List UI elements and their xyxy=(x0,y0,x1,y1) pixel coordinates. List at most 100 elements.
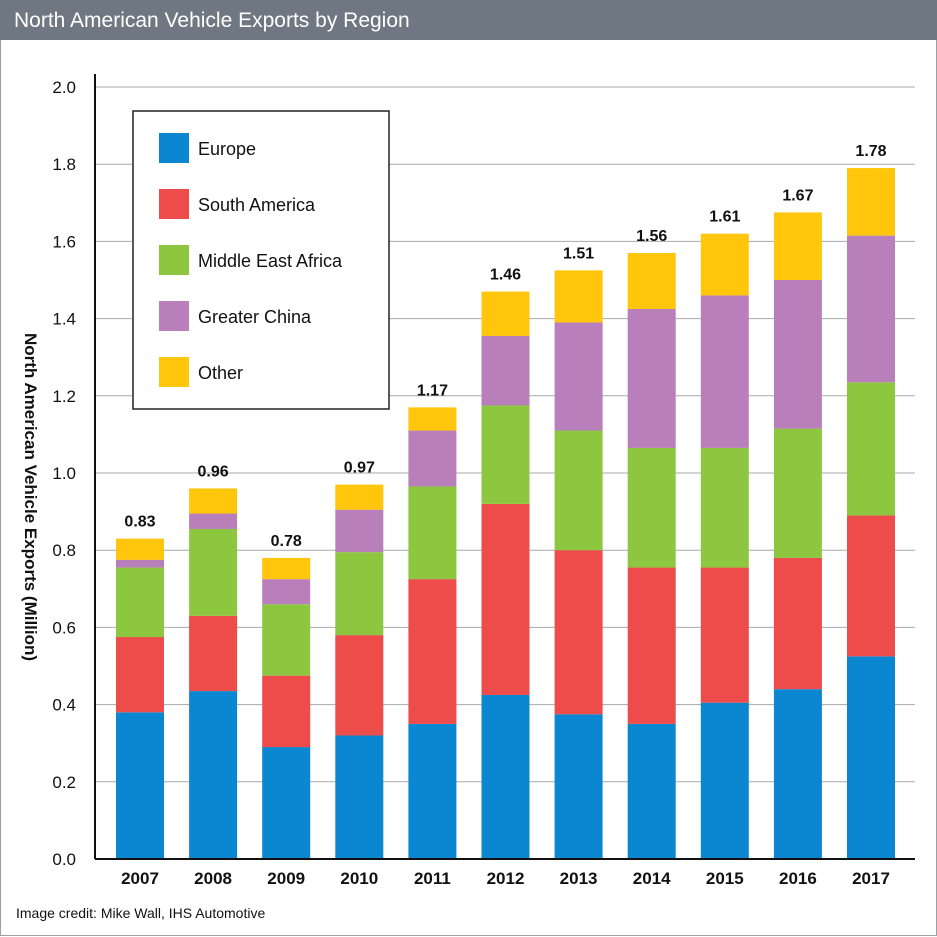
bar-greater-china-2012 xyxy=(481,335,530,406)
bar-other-2009 xyxy=(262,557,311,580)
bar-middle-east-africa-2007 xyxy=(116,567,164,638)
bar-europe-2016 xyxy=(773,689,822,859)
y-tick-label: 1.6 xyxy=(52,232,76,251)
legend-label: Greater China xyxy=(198,307,312,327)
total-label: 1.61 xyxy=(709,209,740,226)
bar-greater-china-2009 xyxy=(262,579,311,605)
bar-greater-china-2014 xyxy=(627,308,676,448)
bar-south-america-2013 xyxy=(554,550,603,715)
legend-label: Europe xyxy=(198,139,256,159)
bar-middle-east-africa-2009 xyxy=(262,604,311,676)
bar-south-america-2009 xyxy=(262,675,311,748)
y-tick-label: 1.8 xyxy=(52,155,76,174)
bar-greater-china-2010 xyxy=(335,509,384,553)
bar-europe-2011 xyxy=(408,723,457,859)
legend: Europe South America Middle East Africa Gre… xyxy=(132,110,390,410)
x-tick-label: 2008 xyxy=(194,869,232,888)
bar-south-america-2007 xyxy=(116,637,164,713)
bar-europe-2015 xyxy=(700,702,749,859)
bar-europe-2007 xyxy=(116,712,164,859)
chart-title: North American Vehicle Exports by Region xyxy=(14,9,410,32)
title-bar: North American Vehicle Exports by Region xyxy=(0,0,937,40)
bar-south-america-2008 xyxy=(189,615,238,692)
total-label: 1.78 xyxy=(855,143,886,160)
total-label: 1.67 xyxy=(782,187,813,204)
bar-middle-east-africa-2015 xyxy=(700,447,749,568)
bar-greater-china-2016 xyxy=(773,280,822,429)
bar-middle-east-africa-2017 xyxy=(847,382,895,516)
bar-greater-china-2011 xyxy=(408,430,457,487)
bar-greater-china-2015 xyxy=(700,295,749,448)
bar-middle-east-africa-2014 xyxy=(627,447,676,568)
bar-other-2016 xyxy=(773,212,822,280)
bar-greater-china-2013 xyxy=(554,322,603,431)
bar-europe-2008 xyxy=(189,691,238,859)
legend-label: Other xyxy=(198,363,243,383)
bar-south-america-2017 xyxy=(847,515,895,657)
bar-other-2010 xyxy=(335,484,384,510)
legend-swatch-greater-china xyxy=(159,301,189,331)
bar-south-america-2011 xyxy=(408,579,457,724)
bar-other-2008 xyxy=(189,488,238,514)
bar-south-america-2010 xyxy=(335,635,384,736)
x-tick-labels: 2007 2008 2009 2010 2011 2012 2013 2014 2015 2016… xyxy=(121,869,890,888)
bar-middle-east-africa-2012 xyxy=(481,405,530,504)
total-label: 1.46 xyxy=(490,267,521,284)
bar-europe-2013 xyxy=(554,714,603,859)
x-tick-label: 2009 xyxy=(267,869,305,888)
bar-other-2012 xyxy=(481,291,530,336)
legend-swatch-south-america xyxy=(159,189,189,219)
y-tick-label: 0.4 xyxy=(52,696,76,715)
bar-europe-2012 xyxy=(481,694,530,859)
bar-greater-china-2008 xyxy=(189,513,238,529)
bar-other-2013 xyxy=(554,270,603,323)
x-tick-label: 2011 xyxy=(414,869,451,888)
total-labels: 0.83 0.96 0.78 0.97 1.17 1.46 1.51 1.56 1.61 1.67… xyxy=(124,143,886,550)
bar-greater-china-2017 xyxy=(847,235,895,383)
bar-other-2015 xyxy=(700,233,749,296)
x-tick-label: 2015 xyxy=(706,869,744,888)
bar-other-2007 xyxy=(116,538,164,560)
total-label: 0.78 xyxy=(271,533,302,550)
y-axis-title: North American Vehicle Exports (Million) xyxy=(21,333,40,661)
bar-middle-east-africa-2011 xyxy=(408,486,457,580)
bar-south-america-2015 xyxy=(700,567,749,703)
x-tick-label: 2016 xyxy=(779,869,817,888)
y-tick-label: 2.0 xyxy=(52,78,76,97)
x-tick-label: 2017 xyxy=(852,869,890,888)
x-tick-label: 2007 xyxy=(121,869,159,888)
bar-europe-2009 xyxy=(262,747,311,859)
bar-europe-2017 xyxy=(847,656,895,859)
x-tick-label: 2013 xyxy=(560,869,598,888)
y-tick-label: 0.0 xyxy=(52,850,76,869)
x-tick-label: 2012 xyxy=(487,869,525,888)
y-tick-label: 1.2 xyxy=(52,387,76,406)
total-label: 1.56 xyxy=(636,228,667,245)
total-label: 0.97 xyxy=(344,460,375,477)
y-tick-label: 0.2 xyxy=(52,773,76,792)
legend-swatch-europe xyxy=(159,133,189,163)
legend-swatch-other xyxy=(159,357,189,387)
y-tick-label: 0.6 xyxy=(52,618,76,637)
bar-south-america-2016 xyxy=(773,557,822,690)
bar-middle-east-africa-2016 xyxy=(773,428,822,558)
y-tick-label: 1.0 xyxy=(52,464,76,483)
image-credit: Image credit: Mike Wall, IHS Automotive xyxy=(16,905,266,921)
bar-other-2017 xyxy=(847,168,895,236)
total-label: 1.17 xyxy=(417,382,448,399)
bar-middle-east-africa-2008 xyxy=(189,528,238,616)
axes xyxy=(94,74,915,860)
total-label: 0.83 xyxy=(124,514,155,531)
y-tick-labels: 0.0 0.2 0.4 0.6 0.8 1.0 1.2 1.4 1.6 1.8 2.0 xyxy=(52,78,76,869)
x-tick-label: 2014 xyxy=(633,869,671,888)
x-tick-label: 2010 xyxy=(340,869,378,888)
y-tick-label: 0.8 xyxy=(52,541,76,560)
bar-middle-east-africa-2013 xyxy=(554,430,603,551)
bar-europe-2010 xyxy=(335,735,384,859)
bar-south-america-2012 xyxy=(481,503,530,695)
bar-greater-china-2007 xyxy=(116,559,164,568)
bar-middle-east-africa-2010 xyxy=(335,552,384,636)
total-label: 0.96 xyxy=(198,463,229,480)
bar-europe-2014 xyxy=(627,723,676,859)
